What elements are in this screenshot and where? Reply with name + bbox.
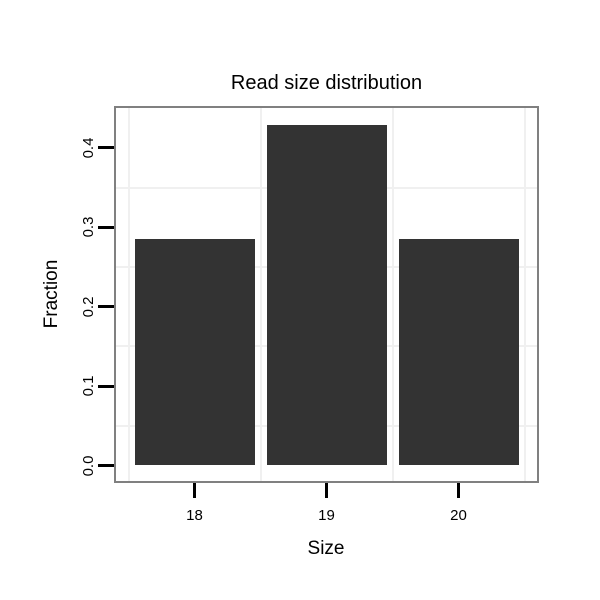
x-tick-label: 19 (318, 507, 335, 524)
y-tick (98, 384, 114, 388)
x-tick (193, 483, 196, 498)
y-tick-label: 0.4 (80, 137, 97, 159)
bar (398, 238, 519, 466)
x-axis-title: Size (307, 538, 345, 559)
x-gridline-minor (391, 108, 394, 481)
bar (134, 238, 255, 466)
chart-title: Read size distribution (230, 72, 423, 94)
y-tick (98, 146, 114, 150)
x-tick (325, 483, 328, 498)
plot-area (116, 108, 537, 481)
y-tick (98, 225, 114, 229)
bar (266, 125, 387, 466)
x-tick (457, 483, 460, 498)
y-tick (98, 464, 114, 467)
y-tick-label: 0.0 (80, 455, 97, 476)
y-tick-label: 0.2 (80, 296, 97, 318)
x-gridline-minor (259, 108, 262, 481)
x-gridline-minor (127, 108, 130, 481)
x-tick-label: 18 (186, 507, 203, 524)
y-axis-title: Fraction (41, 259, 62, 329)
y-tick (98, 305, 114, 309)
y-tick-label: 0.1 (80, 375, 97, 397)
x-tick-label: 20 (450, 507, 467, 524)
y-tick-label: 0.3 (80, 216, 97, 238)
x-gridline-minor (523, 108, 526, 481)
